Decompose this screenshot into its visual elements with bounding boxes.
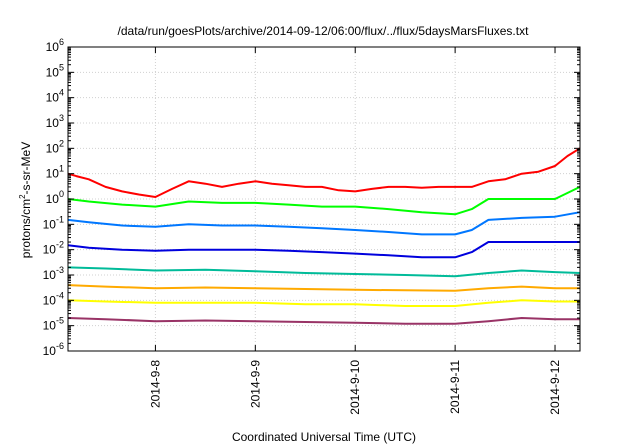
- y-tick-label: 106: [46, 37, 64, 54]
- y-tick-label: 101: [46, 164, 64, 181]
- y-axis: 10-6 10-5 10-4 10-3 10-2 10-1 100 101 102 103 104 1…: [43, 37, 580, 358]
- y-tick-label: 10-3: [43, 265, 64, 282]
- y-tick-label: 10-6: [43, 341, 64, 358]
- x-tick-label: 2014-9-12: [548, 360, 562, 415]
- series-line-5: [67, 266, 581, 278]
- series-line-8: [67, 317, 580, 325]
- y-tick-label: 100: [46, 189, 64, 206]
- x-tick-label: 2014-9-11: [448, 360, 462, 414]
- series-line-3: [67, 211, 581, 236]
- y-axis-label-units: -s-sr-MeV: [19, 142, 33, 195]
- y-tick-label: 10-5: [43, 316, 64, 333]
- x-axis-label: Coordinated Universal Time (UTC): [232, 430, 416, 444]
- x-tick-label: 2014-9-9: [248, 360, 262, 408]
- chart-title: /data/run/goesPlots/archive/2014-09-12/0…: [118, 24, 530, 38]
- y-axis-label: protons/cm2-s-sr-MeV: [18, 142, 33, 258]
- grid: [68, 47, 580, 351]
- series-line-2: [67, 185, 581, 216]
- y-tick-label: 10-1: [43, 214, 64, 231]
- y-tick-label: 10-4: [43, 290, 64, 307]
- series-group: [67, 147, 581, 325]
- x-tick-label: 2014-9-8: [148, 360, 162, 408]
- series-line-7: [67, 299, 580, 307]
- y-tick-label: 105: [46, 62, 64, 79]
- series-line-1: [67, 147, 581, 198]
- x-tick-label: 2014-9-10: [348, 360, 362, 415]
- y-tick-label: 104: [46, 88, 64, 105]
- series-line-4: [67, 241, 580, 259]
- series-line-6: [67, 284, 580, 292]
- y-tick-label: 10-2: [43, 240, 64, 257]
- y-axis-label-main: protons/cm: [19, 199, 33, 258]
- y-axis-label-superscript: 2: [18, 194, 27, 199]
- x-axis: 2014-9-8 2014-9-9 2014-9-10 2014-9-11 2014-9…: [148, 47, 562, 415]
- y-tick-label: 102: [46, 138, 64, 155]
- y-tick-label: 103: [46, 113, 64, 130]
